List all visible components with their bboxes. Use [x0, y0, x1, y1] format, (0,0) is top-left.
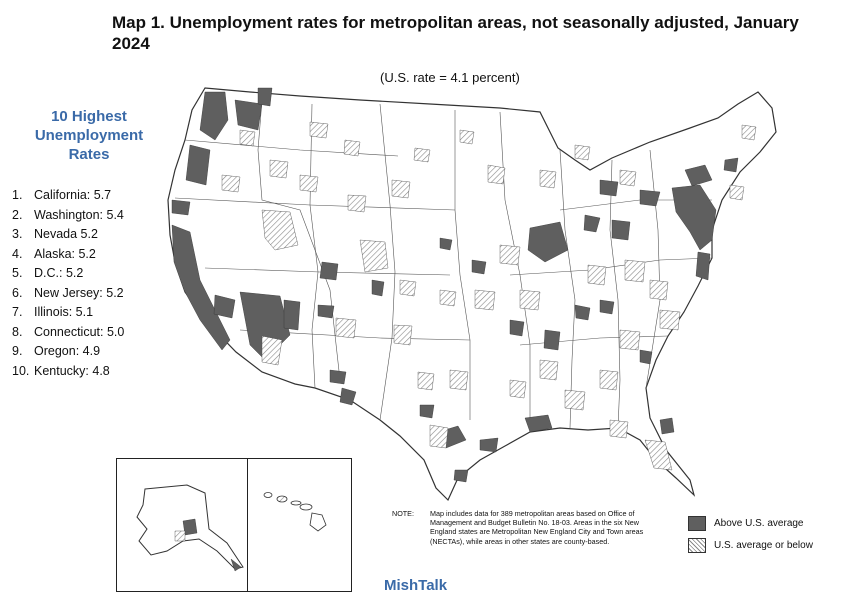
rank-item: 6. New Jersey: 5.2: [12, 284, 124, 304]
legend: Above U.S. average U.S. average or below: [688, 512, 813, 556]
rank-number: 5.: [12, 266, 23, 280]
rank-item: 1. California: 5.7: [12, 186, 124, 206]
us-rate-note: (U.S. rate = 4.1 percent): [380, 70, 520, 85]
rank-label: Alaska: 5.2: [34, 246, 96, 261]
rank-number: 8.: [12, 324, 23, 339]
map-note: NOTE: Map includes data for 389 metropol…: [392, 509, 652, 546]
rank-number: 3.: [12, 227, 23, 241]
rank-item: 2. Washington: 5.4: [12, 206, 124, 226]
rank-label: New Jersey: 5.2: [34, 285, 124, 300]
hawaii-map: [263, 492, 327, 532]
rank-item: 7. Illinois: 5.1: [12, 303, 124, 323]
rank-number: 10.: [12, 363, 30, 378]
rank-number: 9.: [12, 344, 23, 358]
rank-label: Kentucky: 4.8: [34, 363, 110, 378]
rank-item: 4. Alaska: 5.2: [12, 245, 124, 265]
rank-label: Oregon: 4.9: [34, 344, 101, 358]
brand-watermark: MishTalk: [384, 577, 448, 594]
rank-item: 5. D.C.: 5.2: [12, 264, 124, 284]
map-title: Map 1. Unemployment rates for metropolit…: [112, 13, 799, 53]
rank-label: Connecticut: 5.0: [34, 324, 125, 339]
us-outline: [167, 87, 777, 502]
rank-item: 9. Oregon: 4.9: [12, 342, 124, 362]
rank-label: Washington: 5.4: [34, 207, 124, 222]
rank-number: 1.: [12, 188, 23, 202]
rank-number: 4.: [12, 246, 23, 261]
rank-number: 7.: [12, 305, 23, 319]
rank-item: 8. Connecticut: 5.0: [12, 323, 124, 343]
rank-item: 3. Nevada 5.2: [12, 225, 124, 245]
rank-label: D.C.: 5.2: [34, 266, 84, 280]
rank-label: Illinois: 5.1: [34, 305, 94, 319]
legend-item-below: U.S. average or below: [688, 534, 813, 556]
sidebar-title: 10 Highest Unemployment Rates: [34, 108, 144, 163]
legend-swatch-below: [688, 537, 706, 553]
rank-number: 6.: [12, 285, 23, 300]
rank-label: California: 5.7: [34, 188, 112, 202]
note-label: NOTE:: [392, 509, 414, 518]
alaska-map: [136, 484, 244, 572]
below-average-areas: [221, 121, 757, 471]
legend-label-above: Above U.S. average: [714, 517, 804, 529]
rank-number: 2.: [12, 207, 23, 222]
legend-label-below: U.S. average or below: [714, 539, 813, 551]
alaska-inset: [116, 458, 248, 592]
legend-swatch-above: [688, 515, 706, 531]
note-text: Map includes data for 389 metropolitan a…: [430, 509, 644, 546]
rank-item: 10. Kentucky: 4.8: [12, 362, 124, 382]
legend-item-above: Above U.S. average: [688, 512, 813, 534]
hawaii-inset: [247, 458, 352, 592]
rank-label: Nevada 5.2: [34, 227, 98, 241]
rank-list: 1. California: 5.7 2. Washington: 5.4 3. Ne…: [12, 186, 124, 381]
